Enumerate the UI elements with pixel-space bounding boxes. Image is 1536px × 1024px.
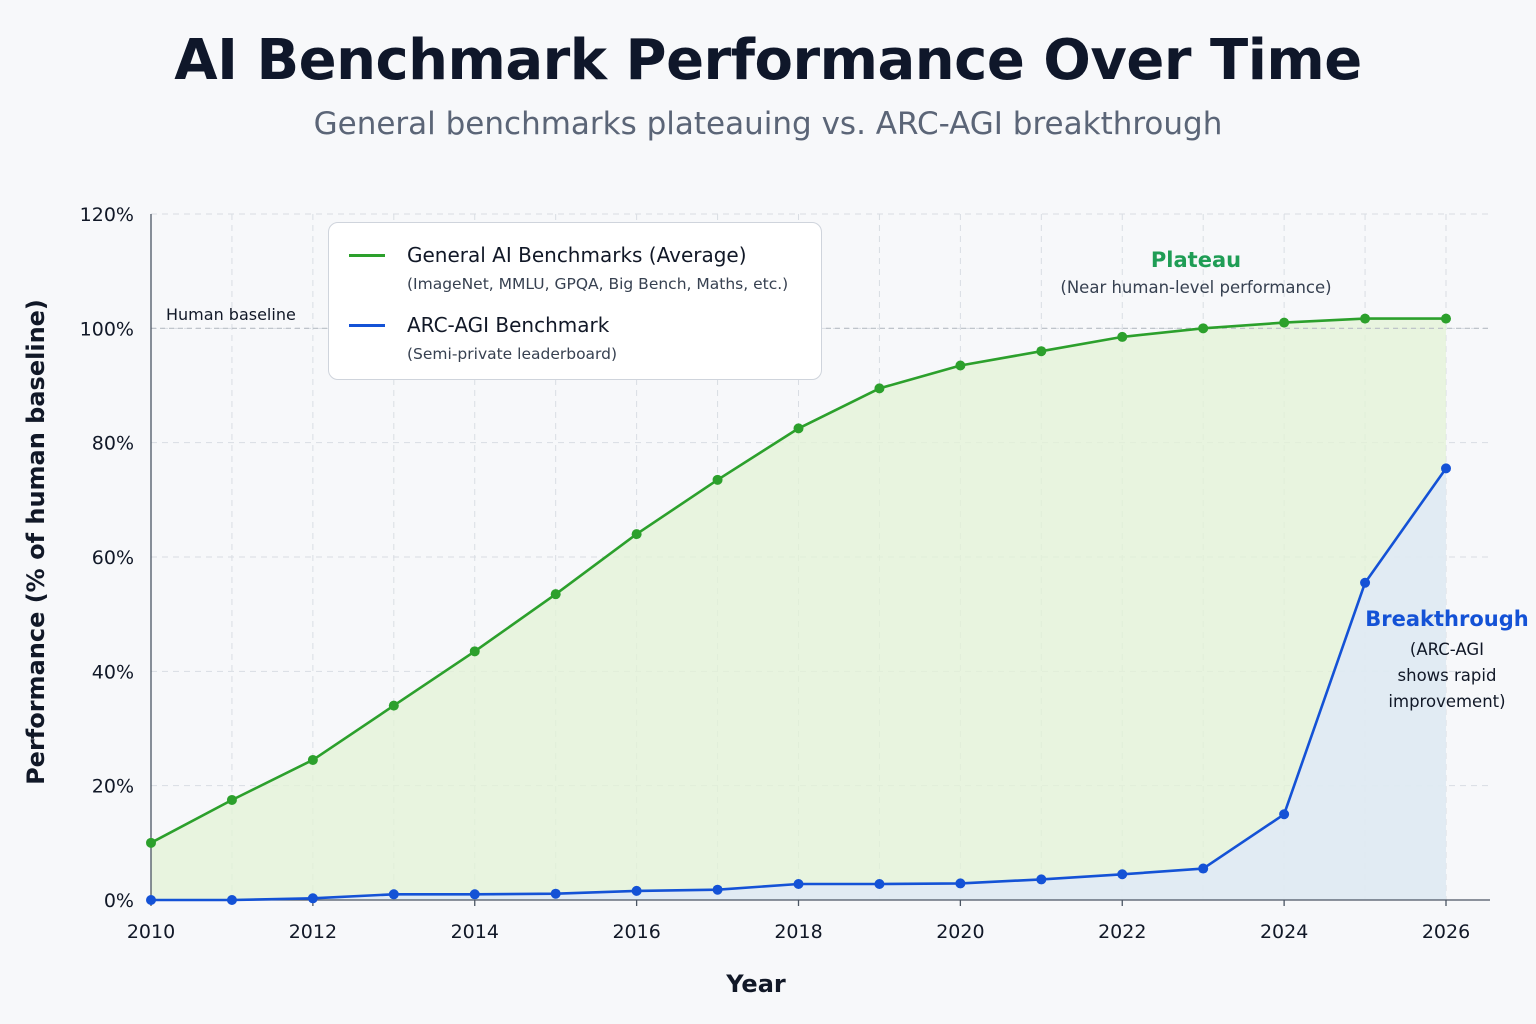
x-tick-label-2010: 2010 [127, 921, 175, 943]
arc-agi-point-2018 [793, 878, 804, 889]
arc-agi-point-2011 [226, 895, 237, 905]
breakthrough-note-line2: shows rapid [1397, 666, 1497, 685]
general-benchmarks-point-2013 [388, 700, 399, 711]
x-tick-label-2024: 2024 [1260, 921, 1308, 943]
y-tick-label-80: 80% [92, 433, 134, 455]
plateau-subtitle: (Near human-level performance) [1060, 278, 1332, 297]
chart-title: AI Benchmark Performance Over Time [174, 28, 1362, 93]
x-axis-title: Year [725, 970, 786, 998]
series-layer [146, 313, 1451, 905]
general-benchmarks-point-2011 [226, 794, 237, 805]
general-benchmarks-point-2019 [874, 383, 885, 394]
arc-agi-point-2023 [1198, 863, 1209, 874]
general-benchmarks-point-2018 [793, 423, 804, 434]
arc-agi-point-2015 [550, 888, 561, 899]
general-benchmarks-point-2015 [550, 589, 561, 600]
y-tick-label-0: 0% [104, 890, 134, 912]
y-tick-label-120: 120% [80, 204, 134, 226]
general-benchmarks-point-2012 [307, 754, 318, 765]
arc-area-fill [151, 468, 1446, 900]
general-benchmarks-point-2025 [1360, 313, 1371, 324]
axis-layer [150, 214, 1490, 906]
x-tick-label-2026: 2026 [1422, 921, 1470, 943]
legend: General AI Benchmarks (Average) (ImageNe… [328, 222, 822, 380]
arc-agi-point-2025 [1360, 577, 1371, 588]
legend-swatch-arc [349, 324, 385, 327]
general-benchmarks-point-2017 [712, 474, 723, 485]
plateau-title: Plateau [1150, 248, 1242, 272]
area-fill-layer [151, 318, 1446, 901]
legend-label-arc: ARC-AGI Benchmark [407, 313, 610, 337]
x-tick-label-2018: 2018 [774, 921, 822, 943]
legend-sublabel-general: (ImageNet, MMLU, GPQA, Big Bench, Maths,… [407, 275, 789, 293]
y-axis-title: Performance (% of human baseline) [22, 299, 50, 785]
arc-agi-point-2012 [307, 893, 318, 904]
arc-agi-point-2022 [1117, 869, 1128, 880]
breakthrough-title: Breakthrough [1365, 607, 1529, 631]
chart-subtitle: General benchmarks plateauing vs. ARC-AG… [313, 106, 1223, 142]
general-benchmarks-point-2023 [1198, 323, 1209, 334]
tick-label-layer: 0% 20% 40% 60% 80% 100% 120% 2010 2012 2014 2016 20… [80, 204, 1471, 943]
arc-agi-point-2016 [631, 885, 642, 896]
x-tick-label-2014: 2014 [451, 921, 499, 943]
legend-label-general: General AI Benchmarks (Average) [407, 243, 747, 267]
x-tick-label-2012: 2012 [289, 921, 337, 943]
general-benchmarks-point-2016 [631, 529, 642, 540]
y-tick-label-60: 60% [92, 547, 134, 569]
legend-sublabel-arc: (Semi-private leaderboard) [407, 345, 618, 363]
breakthrough-note-line1: (ARC-AGI [1409, 640, 1485, 659]
arc-agi-point-2020 [955, 878, 966, 889]
y-tick-label-40: 40% [92, 661, 134, 683]
human-baseline-label: Human baseline [166, 305, 296, 324]
arc-agi-point-2019 [874, 878, 885, 889]
arc-agi-point-2017 [712, 884, 723, 895]
general-benchmarks-point-2014 [469, 646, 480, 657]
breakthrough-note-line3: improvement) [1388, 692, 1506, 711]
general-benchmarks-point-2024 [1279, 317, 1290, 328]
y-tick-label-20: 20% [92, 776, 134, 798]
arc-agi-point-2010 [146, 895, 156, 905]
legend-swatch-general [349, 254, 385, 257]
arc-agi-point-2013 [388, 889, 399, 900]
arc-agi-point-2014 [469, 889, 480, 900]
arc-agi-point-2024 [1279, 809, 1290, 820]
general-benchmarks-point-2022 [1117, 331, 1128, 342]
y-tick-label-100: 100% [80, 318, 134, 340]
general-area-fill [151, 318, 1446, 901]
x-tick-label-2020: 2020 [936, 921, 984, 943]
arc-agi-point-2021 [1036, 874, 1047, 885]
general-benchmarks-point-2021 [1036, 346, 1047, 357]
x-tick-label-2016: 2016 [612, 921, 660, 943]
arc-agi-point-2026 [1441, 463, 1451, 474]
general-benchmarks-point-2010 [146, 837, 156, 848]
general-benchmarks-point-2020 [955, 360, 966, 371]
x-tick-label-2022: 2022 [1098, 921, 1146, 943]
general-benchmarks-point-2026 [1441, 313, 1451, 324]
